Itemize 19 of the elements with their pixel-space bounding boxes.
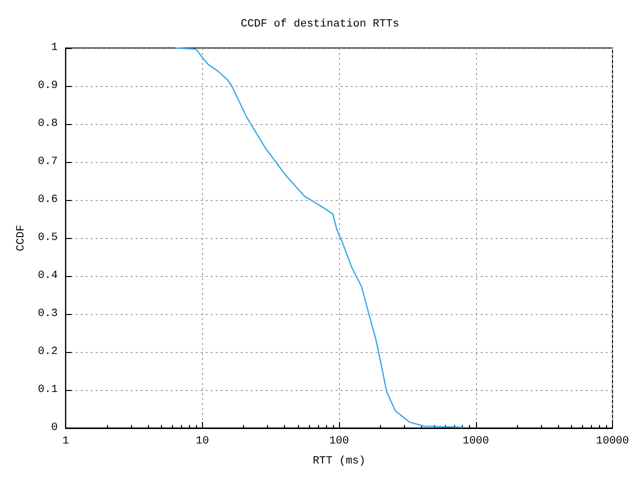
y-tick-label: 0.2 — [38, 346, 58, 358]
x-axis-title: RTT (ms) — [312, 456, 366, 468]
x-tick-label: 10000 — [596, 436, 630, 448]
x-tick-label: 1 — [62, 436, 70, 448]
y-tick-label: 0 — [51, 422, 58, 434]
y-tick-label: 0.7 — [38, 156, 58, 168]
x-tick-label: 10 — [196, 436, 210, 448]
y-tick-label: 0.1 — [38, 384, 58, 396]
y-axis-title: CCDF — [16, 224, 28, 252]
chart-title: CCDF of destination RTTs — [240, 18, 400, 30]
y-tick-label: 0.5 — [38, 232, 58, 244]
y-tick-label: 0.4 — [38, 270, 58, 282]
y-tick-label: 1 — [51, 42, 58, 54]
x-tick-label: 100 — [329, 436, 350, 448]
y-tick-label: 0.8 — [38, 118, 58, 130]
x-tick-label: 1000 — [462, 436, 489, 448]
y-tick-label: 0.6 — [38, 194, 58, 206]
y-tick-label: 0.9 — [38, 80, 58, 92]
y-tick-label: 0.3 — [38, 308, 58, 320]
